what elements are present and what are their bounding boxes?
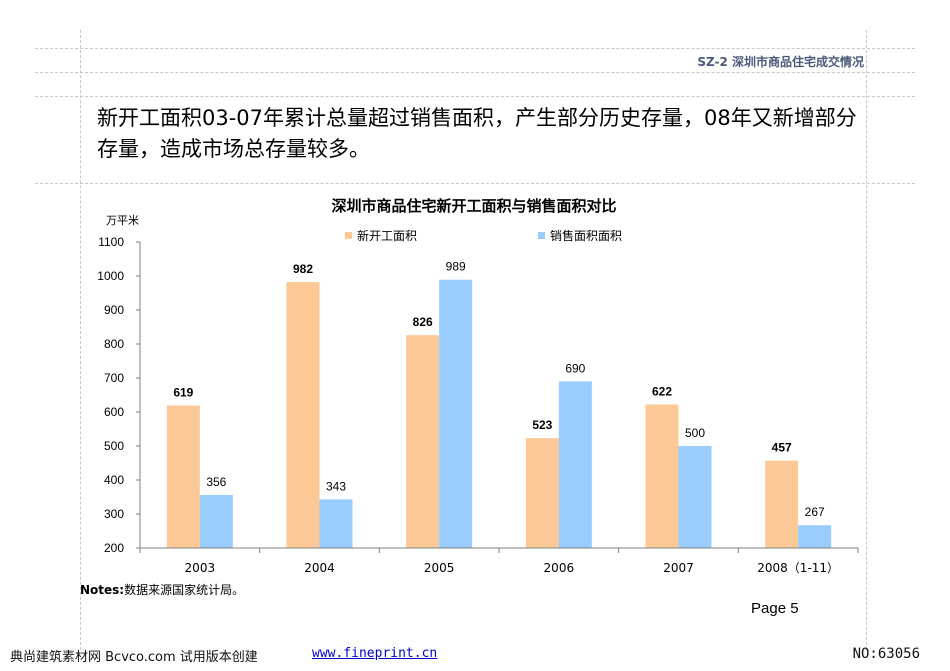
notes-text: 数据来源国家统计局。: [124, 583, 245, 597]
data-label: 982: [293, 262, 313, 276]
y-tick-label: 800: [104, 337, 124, 351]
x-axis: 2003 2004 2005 2006 2007 2008（1-11）: [139, 547, 859, 575]
data-label: 343: [326, 479, 346, 493]
data-label: 457: [772, 441, 792, 455]
data-label: 356: [206, 475, 226, 489]
x-tick-label: 2006: [544, 561, 575, 575]
data-label: 523: [532, 418, 552, 432]
guide-line: [866, 30, 867, 650]
y-tick-label: 700: [104, 371, 124, 385]
y-tick-label: 600: [104, 405, 124, 419]
bar-sales: [439, 279, 473, 548]
bar-sales: [558, 381, 592, 548]
y-tick-label: 1000: [97, 269, 124, 283]
bar-new-construction: [765, 460, 799, 548]
section-tag: SZ-2 深圳市商品住宅成交情况: [697, 55, 864, 69]
notes-label: Notes:: [80, 583, 125, 597]
data-label: 619: [173, 386, 193, 400]
bar-sales: [199, 494, 233, 548]
footer-link[interactable]: www.fineprint.cn: [312, 646, 438, 661]
bars: [166, 279, 832, 548]
x-tick-label: 2003: [185, 561, 216, 575]
data-label: 826: [413, 315, 433, 329]
data-label: 267: [805, 505, 825, 519]
guide-line: [35, 72, 915, 73]
bar-sales: [319, 499, 353, 548]
x-tick-label: 2008（1-11）: [757, 561, 839, 575]
y-axis-unit: 万平米: [106, 214, 139, 227]
data-label: 500: [685, 426, 705, 440]
legend-swatch: [345, 232, 352, 239]
guide-line: [80, 30, 81, 650]
y-tick-label: 900: [104, 303, 124, 317]
y-tick-label: 500: [104, 439, 124, 453]
x-tick-label: 2005: [424, 561, 455, 575]
guide-line: [35, 96, 915, 97]
legend: 新开工面积 销售面积面积: [345, 228, 622, 243]
x-tick-label: 2004: [304, 561, 335, 575]
footer-id: NO:63056: [852, 646, 920, 662]
footer-text: 典尚建筑素材网 Bcvco.com 试用版本创建: [10, 650, 258, 665]
y-tick-label: 200: [104, 541, 124, 555]
data-label: 989: [446, 260, 466, 274]
page-number: Page 5: [751, 600, 799, 617]
legend-label: 销售面积面积: [550, 228, 622, 243]
bar-new-construction: [406, 335, 440, 548]
guide-line: [35, 48, 915, 49]
bar-sales: [678, 446, 712, 548]
bar-new-construction: [166, 405, 200, 548]
bar-new-construction: [645, 404, 679, 548]
bar-new-construction: [525, 438, 559, 548]
y-axis: 200 300 400 500 600 700 800 900 1000 1100: [97, 235, 141, 555]
bar-sales: [798, 525, 832, 548]
bar-new-construction: [286, 282, 320, 548]
y-tick-label: 400: [104, 473, 124, 487]
data-labels: 619 982 826 523 622 457 356 343 989 690 500 267: [173, 260, 825, 519]
notes: Notes:数据来源国家统计局。: [80, 581, 244, 598]
y-tick-label: 1100: [98, 235, 124, 249]
data-label: 622: [652, 385, 672, 399]
y-tick-label: 300: [104, 507, 124, 521]
chart-title: 深圳市商品住宅新开工面积与销售面积对比: [331, 197, 616, 215]
headline: 新开工面积03-07年累计总量超过销售面积，产生部分历史存量，08年又新增部分存…: [97, 106, 857, 161]
legend-swatch: [538, 232, 545, 239]
guide-line: [35, 183, 915, 184]
legend-label: 新开工面积: [357, 228, 417, 243]
x-tick-label: 2007: [663, 561, 694, 575]
data-label: 690: [565, 361, 585, 375]
